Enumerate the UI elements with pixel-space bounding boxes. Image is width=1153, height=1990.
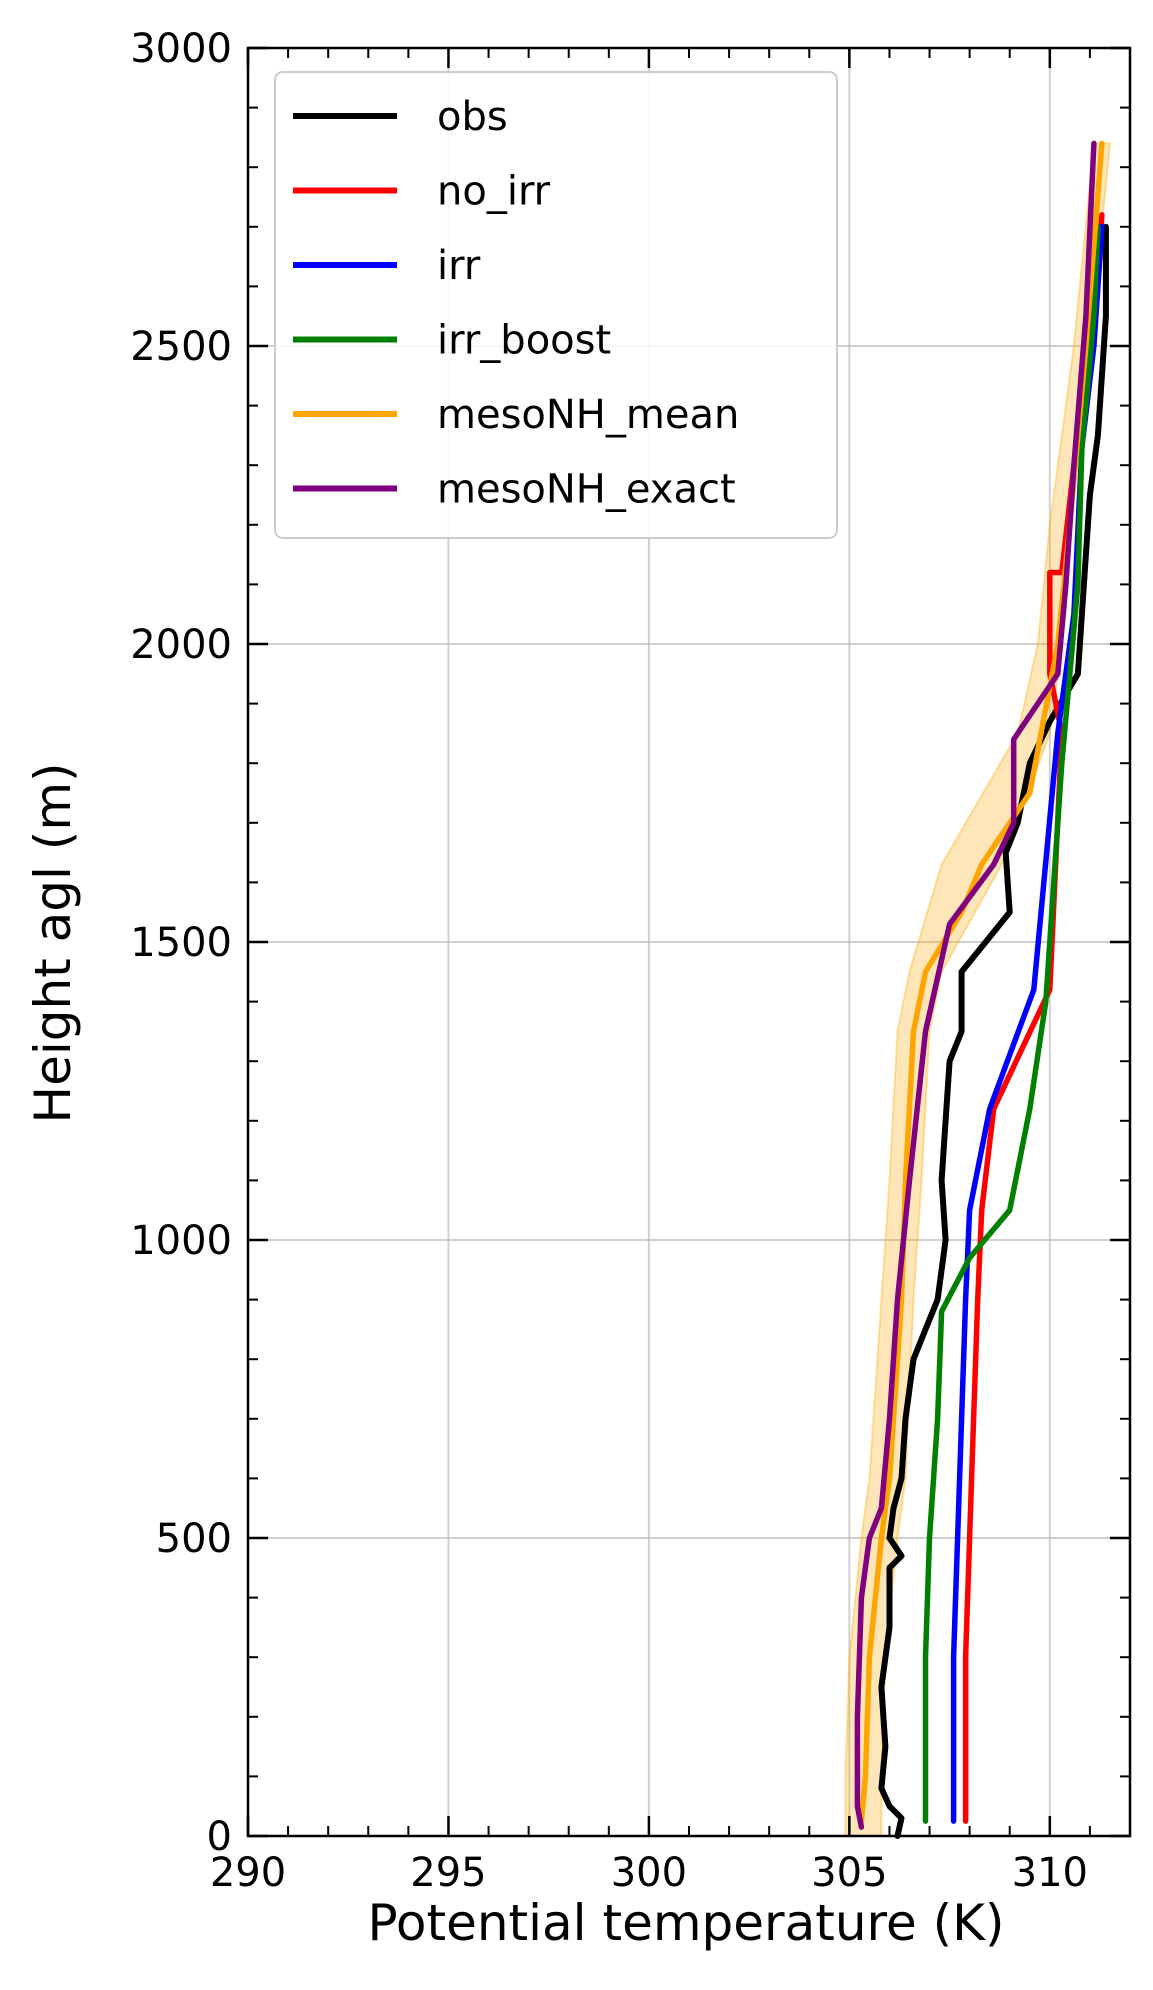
legend-label-mesoNH-mean: mesoNH_mean	[437, 392, 739, 438]
x-tick-label-3: 305	[811, 1850, 887, 1896]
y-tick-labels: 0 500 1000 1500 2000 2500 3000	[130, 26, 232, 1860]
legend-label-irr: irr	[437, 243, 481, 289]
y-axis-label: Height agl (m)	[24, 762, 82, 1123]
x-tick-label-1: 295	[410, 1850, 486, 1896]
legend-box	[274, 71, 838, 539]
legend-label-no-irr: no_irr	[437, 169, 551, 215]
axis-ticks	[246, 46, 1131, 1838]
y-tick-label-3: 1500	[130, 920, 232, 966]
series-line-obs	[878, 223, 1109, 1839]
series-line-irr-boost	[922, 224, 1101, 1824]
y-tick-label-6: 3000	[130, 26, 232, 72]
y-tick-label-2: 1000	[130, 1218, 232, 1264]
y-tick-label-1: 500	[156, 1516, 232, 1562]
series-line-mesoNH-exact	[854, 140, 1097, 1830]
x-tick-label-4: 310	[1012, 1850, 1088, 1896]
legend-label-irr-boost: irr_boost	[437, 318, 611, 364]
x-tick-labels: 290 295 300 305 310	[210, 1850, 1088, 1896]
series-lines	[854, 140, 1109, 1839]
legend-label-mesoNH-exact: mesoNH_exact	[437, 467, 736, 513]
y-tick-label-0: 0	[207, 1814, 232, 1860]
x-tick-label-0: 290	[210, 1850, 286, 1896]
x-tick-label-2: 300	[611, 1850, 687, 1896]
y-tick-label-4: 2000	[130, 622, 232, 668]
y-tick-label-5: 2500	[130, 324, 232, 370]
x-axis-label: Potential temperature (K)	[368, 1894, 1005, 1952]
legend-label-obs: obs	[437, 94, 508, 140]
